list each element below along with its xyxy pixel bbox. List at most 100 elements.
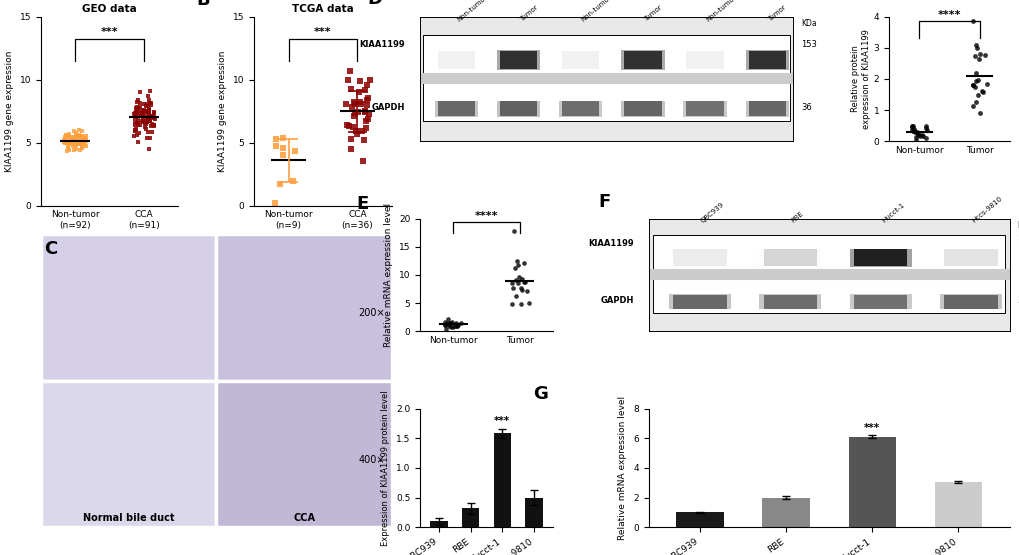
- Point: [440, 321, 457, 330]
- Text: Normal bile duct: Normal bile duct: [83, 513, 174, 523]
- Point: [60, 139, 76, 148]
- Point: [64, 135, 81, 144]
- Point: [355, 157, 371, 166]
- Point: [906, 125, 922, 134]
- Point: [344, 122, 361, 131]
- Point: [143, 101, 159, 110]
- Point: [905, 127, 921, 135]
- Title: TCGA data: TCGA data: [291, 4, 354, 14]
- Text: ***: ***: [101, 27, 118, 37]
- Bar: [561, 51, 599, 69]
- Point: [77, 137, 94, 146]
- Point: [143, 122, 159, 130]
- Point: [130, 111, 147, 120]
- Point: [141, 117, 157, 125]
- Point: [66, 134, 83, 143]
- Text: 153: 153: [1016, 239, 1019, 248]
- Text: ****: ****: [474, 211, 497, 221]
- Point: [76, 140, 93, 149]
- Point: [510, 279, 526, 287]
- Text: ***: ***: [863, 422, 879, 432]
- Point: [441, 318, 458, 327]
- Point: [964, 80, 980, 89]
- Point: [978, 80, 995, 89]
- Point: [130, 108, 147, 117]
- Point: [136, 105, 152, 114]
- Point: [437, 324, 453, 333]
- Point: [140, 92, 156, 100]
- Point: [57, 138, 73, 147]
- Bar: [745, 50, 789, 70]
- Bar: [848, 437, 895, 527]
- Point: [439, 315, 455, 324]
- Point: [345, 98, 362, 107]
- Point: [146, 120, 162, 129]
- Point: [359, 101, 375, 110]
- Point: [60, 132, 76, 140]
- Point: [59, 142, 75, 150]
- Bar: [762, 498, 809, 527]
- Point: [58, 139, 74, 148]
- Point: [360, 93, 376, 102]
- Point: [268, 134, 284, 143]
- Text: 153: 153: [800, 39, 816, 49]
- Point: [138, 125, 154, 134]
- Text: G: G: [532, 385, 547, 403]
- Point: [132, 112, 149, 121]
- Bar: [493, 433, 511, 527]
- Text: Non-tumor: Non-tumor: [704, 0, 737, 22]
- Point: [141, 95, 157, 104]
- Bar: [621, 100, 664, 117]
- Point: [142, 117, 158, 125]
- Point: [286, 147, 303, 155]
- Point: [64, 141, 81, 150]
- Bar: [748, 51, 786, 69]
- Point: [74, 138, 91, 147]
- Point: [74, 144, 91, 153]
- Point: [71, 133, 88, 142]
- Point: [71, 140, 88, 149]
- Point: [61, 138, 77, 147]
- Point: [65, 138, 82, 147]
- Point: [62, 132, 78, 141]
- Point: [275, 133, 291, 142]
- Point: [970, 54, 986, 63]
- Point: [142, 87, 158, 95]
- Point: [351, 88, 367, 97]
- Bar: [430, 521, 447, 527]
- Y-axis label: Relative mRNA expression level: Relative mRNA expression level: [384, 203, 393, 347]
- Bar: [499, 51, 537, 69]
- Point: [141, 108, 157, 117]
- Point: [503, 279, 520, 287]
- Point: [362, 76, 378, 85]
- Bar: [434, 100, 477, 117]
- Bar: [437, 51, 475, 69]
- Bar: [668, 249, 731, 267]
- Point: [133, 116, 150, 125]
- Point: [513, 300, 529, 309]
- Point: [131, 99, 148, 108]
- Point: [136, 117, 152, 125]
- Point: [132, 87, 149, 96]
- Point: [74, 138, 91, 147]
- Point: [128, 118, 145, 127]
- Point: [128, 98, 145, 107]
- Text: E: E: [356, 195, 368, 214]
- Point: [76, 134, 93, 143]
- Point: [903, 125, 919, 134]
- Point: [61, 145, 77, 154]
- Point: [969, 91, 985, 100]
- Bar: [683, 100, 727, 117]
- Point: [142, 133, 158, 142]
- Point: [353, 99, 369, 108]
- Bar: [683, 50, 727, 70]
- Point: [58, 131, 74, 140]
- Point: [448, 321, 465, 330]
- Bar: [759, 294, 820, 310]
- Point: [904, 127, 920, 136]
- Point: [142, 98, 158, 107]
- Point: [129, 118, 146, 127]
- Point: [74, 132, 91, 141]
- Point: [146, 113, 162, 122]
- Point: [143, 112, 159, 121]
